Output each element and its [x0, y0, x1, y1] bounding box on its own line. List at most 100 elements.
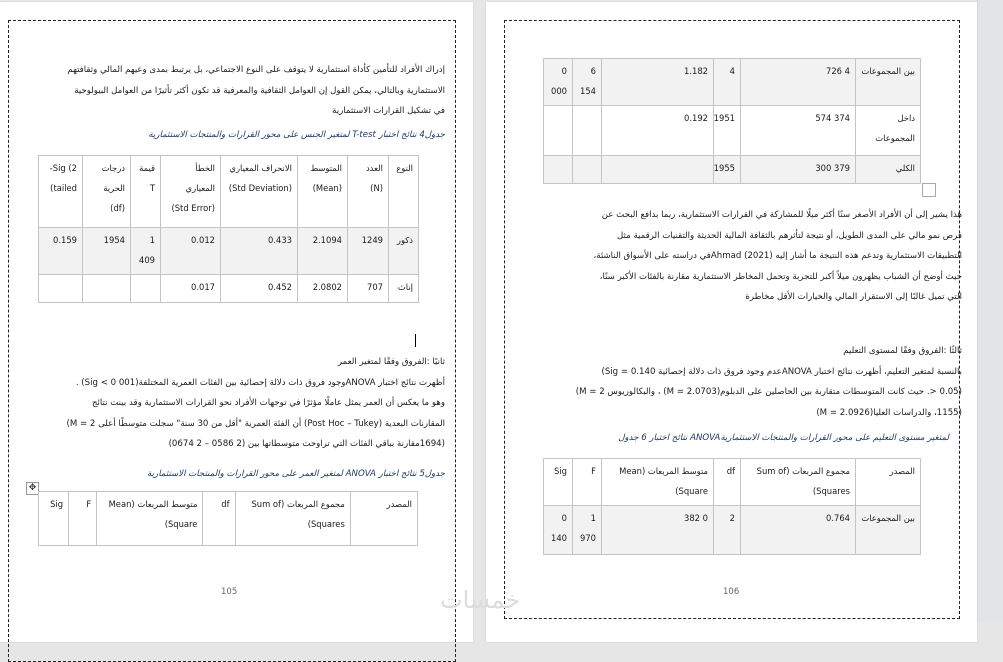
table-cell[interactable]	[38, 274, 83, 303]
table-cell[interactable]: بين المجموعات	[855, 505, 921, 555]
table-cell[interactable]: 4	[713, 58, 741, 106]
table-cell[interactable]: 1954	[82, 227, 131, 275]
header-cell[interactable]: متوسط المربعات (Mean Square)	[96, 491, 204, 546]
header-cell[interactable]: درجات الحرية (df)	[82, 155, 131, 228]
table-cell[interactable]: 0 382	[601, 505, 714, 555]
header-cell[interactable]: df	[713, 458, 741, 506]
table-row: داخل المجموعات 374 574 1951 0.192	[543, 105, 921, 156]
table-cell[interactable]: 374 574	[740, 105, 856, 156]
table-cell[interactable]: 2.0802	[297, 274, 348, 303]
watermark-logo: خمسات	[440, 586, 521, 614]
table-cell[interactable]	[543, 155, 573, 184]
table-cell[interactable]: إناث	[388, 274, 419, 303]
text-line: فرص نمو مالي على المدى الطويل، أو نتيجة …	[617, 230, 962, 241]
table-cell[interactable]: 0.192	[601, 105, 714, 156]
header-cell[interactable]: df	[202, 491, 236, 546]
header-cell[interactable]: F	[68, 491, 98, 546]
table-cell[interactable]	[82, 274, 131, 303]
table-cell[interactable]: 4 726	[740, 58, 856, 106]
table-cell[interactable]: 0.433	[220, 227, 298, 275]
text-line: وهو ما يعكس أن العمر يمثل عاملًا مؤثرًا …	[91, 398, 445, 408]
table-cell[interactable]: 1249	[347, 227, 389, 275]
header-cell[interactable]: المتوسط (Mean)	[297, 155, 348, 228]
table-row: الكلي 379 300 1955	[543, 155, 921, 184]
section3-heading: ثالثًا :الفروق وفقًا لمستوى التعليم	[843, 346, 962, 356]
table-cell[interactable]	[601, 155, 714, 184]
table-cell[interactable]: 0 000	[543, 58, 573, 106]
table-cell[interactable]	[130, 274, 161, 303]
text-line: (0.05 <. حيث كانت المتوسطات متقاربة بين …	[575, 387, 962, 397]
vertical-scrollbar[interactable]	[977, 0, 1003, 623]
header-cell[interactable]: Sig	[37, 491, 70, 546]
table-cell[interactable]: 1955	[713, 155, 741, 184]
text-boundary	[504, 20, 960, 619]
header-cell[interactable]: قيمة T	[130, 155, 161, 228]
table-cell[interactable]: 0.017	[160, 274, 221, 303]
table-header-row: المصدر مجموع المربعات (Sum of Squares) df م…	[543, 458, 921, 506]
text-line: (1155، والدراسات العليا(2.0926 = M)	[816, 407, 962, 418]
text-line: التطبيقات الاستثمارية وتدعم هذه النتيجة …	[593, 251, 962, 261]
table-row: بين المجموعات 0.764 2 0 382 1 970 0 140	[543, 505, 921, 555]
text-line: في تشكيل القرارات الاستثمارية	[332, 106, 445, 116]
page-106: بين المجموعات 4 726 4 1.182 6 154 0 000 داخل ا…	[486, 2, 977, 642]
table-cell[interactable]: 0.764	[740, 505, 856, 555]
header-cell[interactable]: متوسط المربعات (Mean Square)	[601, 458, 714, 506]
header-cell[interactable]: المصدر	[855, 458, 921, 506]
table5-caption[interactable]: جدول5 نتائج اختبار ANOVA لمتغير العمر عل…	[147, 469, 445, 479]
table-cell[interactable]: 0 140	[543, 505, 573, 555]
table-cell[interactable]: بين المجموعات	[855, 58, 921, 106]
text-line: بالنسبة لمتغير التعليم، أظهرت نتائج اختب…	[601, 366, 962, 377]
table-cell[interactable]: ذكور	[388, 227, 419, 275]
table-cell[interactable]: داخل المجموعات	[855, 105, 921, 156]
table-cell[interactable]: 0.012	[160, 227, 221, 275]
table4-caption[interactable]: جدول4 نتائج اختبار T-test لمتغير الجنس ع…	[148, 130, 445, 140]
table-cell[interactable]: 379 300	[740, 155, 856, 184]
section2[interactable]: ثانيًا :الفروق وفقًا لمتغير العمر أظهرت …	[66, 352, 445, 455]
table-cell[interactable]	[543, 105, 573, 156]
table-move-handle-icon[interactable]: ✥	[26, 482, 39, 495]
table-cell[interactable]: 707	[347, 274, 389, 303]
page-105: إدراك الأفراد للتأمين كأداة استثمارية لا…	[0, 2, 473, 662]
paragraph-marker[interactable]	[922, 183, 936, 197]
table-header-row: النوع العدد (N) المتوسط (Mean) الانحراف الم…	[38, 155, 419, 228]
header-cell[interactable]: مجموع المربعات (Sum of Squares)	[234, 491, 351, 546]
table-cell[interactable]: الكلي	[855, 155, 921, 184]
discussion-paragraph[interactable]: هذا يشير إلى أن الأفراد الأصغر سنًا أكثر…	[593, 205, 962, 308]
table-anova-age-continued[interactable]: بين المجموعات 4 726 4 1.182 6 154 0 000 داخل ا…	[543, 58, 921, 184]
page-number: 105	[221, 587, 238, 597]
table-cell[interactable]	[572, 155, 602, 184]
header-cell[interactable]: F	[572, 458, 602, 506]
table-cell[interactable]: 1951	[713, 105, 741, 156]
header-cell[interactable]: Sig	[543, 458, 573, 506]
header-cell[interactable]: العدد (N)	[347, 155, 389, 228]
table-cell[interactable]: 1.182	[601, 58, 714, 106]
text-line: (1694مقارنة بباقي الفئات التي تراوحت متو…	[168, 439, 445, 449]
table-cell[interactable]	[572, 105, 602, 156]
text-line: الاستثمارية وبالتالي، يمكن القول إن العو…	[74, 85, 445, 96]
table-cell[interactable]: 1 970	[572, 505, 602, 555]
table-ttest-gender[interactable]: النوع العدد (N) المتوسط (Mean) الانحراف الم…	[38, 155, 419, 303]
table-row: ذكور 1249 2.1094 0.433 0.012 1 409 1954 0.159	[38, 227, 419, 275]
table-cell[interactable]: 2	[713, 505, 741, 555]
table-cell[interactable]: 1 409	[130, 227, 161, 275]
table-cell[interactable]: 0.159	[38, 227, 83, 275]
text-line: التي تميل غالبًا إلى الاستقرار المالي وا…	[745, 292, 962, 302]
text-line: إدراك الأفراد للتأمين كأداة استثمارية لا…	[67, 65, 445, 75]
table6-caption[interactable]: لمتغير مستوى التعليم على محور القرارات و…	[618, 433, 949, 443]
page-number: 106	[723, 587, 740, 597]
table-anova-education[interactable]: المصدر مجموع المربعات (Sum of Squares) df م…	[543, 458, 921, 555]
table-anova-age[interactable]: المصدر مجموع المربعات (Sum of Squares) df م…	[37, 491, 419, 546]
header-cell[interactable]: الخطأ المعياري (Std Error)	[160, 155, 221, 228]
header-cell[interactable]: المصدر	[349, 491, 419, 546]
header-cell[interactable]: Sig (2- tailed)	[38, 155, 83, 228]
intro-paragraph[interactable]: إدراك الأفراد للتأمين كأداة استثمارية لا…	[67, 60, 445, 122]
table-cell[interactable]: 6 154	[572, 58, 602, 106]
header-cell[interactable]: الانحراف المعياري (Std Deviation)	[220, 155, 298, 228]
header-cell[interactable]: النوع	[388, 155, 419, 228]
table-header-row: المصدر مجموع المربعات (Sum of Squares) df م…	[37, 491, 419, 546]
section3[interactable]: ثالثًا :الفروق وفقًا لمستوى التعليم بالن…	[576, 341, 962, 423]
table-cell[interactable]: 0.452	[220, 274, 298, 303]
text-line: هذا يشير إلى أن الأفراد الأصغر سنًا أكثر…	[601, 210, 962, 220]
header-cell[interactable]: مجموع المربعات (Sum of Squares)	[740, 458, 856, 506]
table-cell[interactable]: 2.1094	[297, 227, 348, 275]
